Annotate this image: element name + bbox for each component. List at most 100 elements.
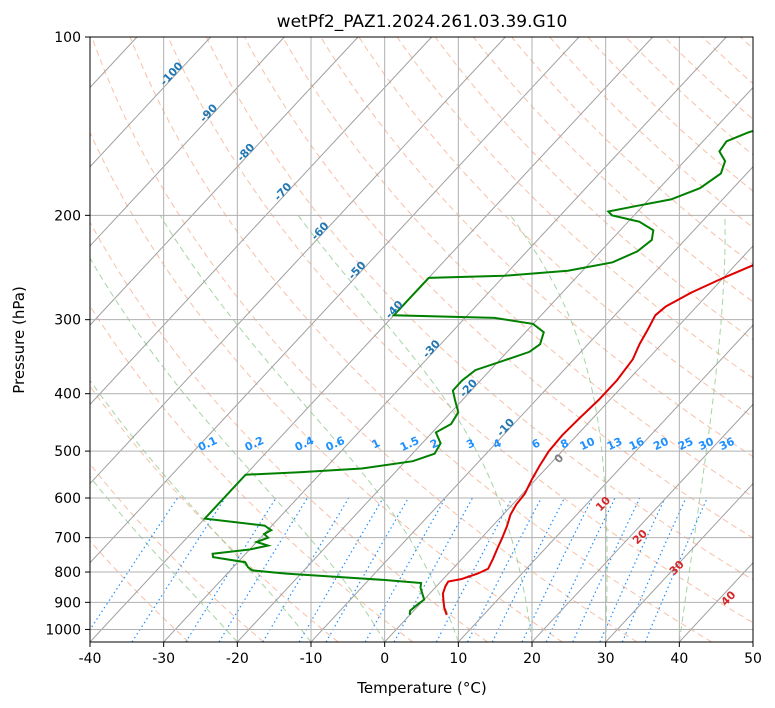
y-tick-label: 300 xyxy=(54,313,81,329)
isotherm-label: -10 xyxy=(494,416,517,440)
x-tick-label: 40 xyxy=(670,651,688,667)
dry-adiabat-line xyxy=(244,37,753,539)
mixing-ratio-line xyxy=(599,497,666,642)
dry-adiabat-line xyxy=(129,37,712,642)
mixing-ratio-line xyxy=(621,497,687,642)
dry-adiabat-line xyxy=(473,37,753,303)
y-tick-label: 600 xyxy=(54,491,81,507)
dewpoint-profile-line xyxy=(202,129,753,615)
dry-adiabat-line xyxy=(90,463,264,642)
moist-adiabat-line xyxy=(90,476,238,642)
mixing-ratio-line xyxy=(185,497,277,642)
dry-adiabat-line xyxy=(282,37,753,498)
moist-adiabat-label: 40 xyxy=(718,588,738,608)
isotherm-line xyxy=(90,37,654,642)
y-tick-label: 500 xyxy=(54,444,81,460)
isotherm-line xyxy=(384,245,753,642)
isotherm-label: -20 xyxy=(457,376,480,400)
y-tick-label: 400 xyxy=(54,387,81,403)
dry-adiabat-line xyxy=(90,131,563,642)
isotherm-line xyxy=(531,403,753,642)
dry-adiabat-line xyxy=(701,37,753,85)
isotherm-line xyxy=(236,86,753,642)
isotherm-line xyxy=(90,37,506,485)
isotherm-line xyxy=(457,324,753,642)
mixing-ratio-line xyxy=(435,497,513,642)
isotherm-label: -60 xyxy=(309,219,332,243)
x-tick-label: 50 xyxy=(744,651,762,667)
dry-adiabat-line xyxy=(91,37,638,642)
background-lines xyxy=(90,37,753,642)
chart-title: wetPf2_PAZ1.2024.261.03.39.G10 xyxy=(277,12,568,32)
x-tick-label: -30 xyxy=(152,651,175,667)
mixing-ratio-label: 36 xyxy=(717,435,737,453)
mixing-ratio-line xyxy=(262,497,350,642)
isotherm-label: -40 xyxy=(383,298,406,322)
mixing-ratio-line xyxy=(521,497,593,642)
mixing-ratio-line xyxy=(298,497,384,642)
x-tick-label: 30 xyxy=(597,651,615,667)
moist-adiabat-line xyxy=(90,379,312,642)
mixing-ratio-label: 20 xyxy=(651,435,671,453)
mixing-ratio-line xyxy=(325,497,409,642)
isotherm-line xyxy=(605,482,753,642)
mixing-ratio-line xyxy=(491,497,565,642)
moist-adiabat-label: 10 xyxy=(593,494,613,514)
y-axis-title: Pressure (hPa) xyxy=(10,286,28,394)
moist-adiabat-line xyxy=(509,215,608,642)
isotherm-label: -70 xyxy=(271,180,294,204)
dry-adiabat-line xyxy=(396,37,753,379)
y-tick-label: 200 xyxy=(54,208,81,224)
mixing-ratio-line xyxy=(131,497,226,642)
dry-adiabat-line xyxy=(90,221,488,642)
isotherm-line xyxy=(752,641,753,642)
isotherm-line xyxy=(678,562,753,642)
x-tick-label: -10 xyxy=(300,651,323,667)
isotherm-line xyxy=(310,165,753,642)
moist-adiabat-line xyxy=(90,257,386,642)
isotherm-label: -50 xyxy=(346,258,369,282)
x-tick-label: -40 xyxy=(79,651,102,667)
dry-adiabat-line xyxy=(167,37,753,624)
mixing-ratio-label: 30 xyxy=(697,435,717,453)
isotherm-line xyxy=(90,37,359,326)
isotherm-line xyxy=(90,37,580,564)
isotherm-label: -100 xyxy=(157,59,185,88)
mixing-ratio-label: 16 xyxy=(627,435,647,453)
isotherm-label: -30 xyxy=(420,337,443,361)
mixing-ratio-line xyxy=(572,497,641,642)
dry-adiabat-line xyxy=(740,37,753,50)
y-tick-label: 800 xyxy=(54,565,81,581)
dry-adiabat-line xyxy=(434,37,753,341)
grid-lines xyxy=(90,37,753,642)
mixing-ratio-line xyxy=(545,497,616,642)
isotherm-line xyxy=(90,37,212,168)
x-tick-label: 10 xyxy=(449,651,467,667)
isotherm-line xyxy=(90,37,433,406)
mixing-ratio-label: 25 xyxy=(676,435,695,453)
plot-frame xyxy=(89,36,754,643)
moist-adiabat-label: 30 xyxy=(667,558,687,578)
x-axis-ticks: -40 -30 -20 -10 0 10 20 30 40 50 xyxy=(79,642,762,667)
dry-adiabat-line xyxy=(205,37,753,581)
moist-adiabat-line xyxy=(159,215,459,642)
y-tick-label: 100 xyxy=(54,30,81,46)
dry-adiabat-line xyxy=(90,385,339,642)
dry-adiabat-line xyxy=(320,37,753,458)
x-tick-label: 20 xyxy=(523,651,541,667)
mixing-ratio-line xyxy=(90,497,178,631)
y-axis-ticks: 100 200 300 400 500 600 700 800 900 1000 xyxy=(45,30,90,638)
moist-adiabat-line xyxy=(678,215,726,642)
temperature-profile-line xyxy=(441,264,753,616)
y-tick-label: 900 xyxy=(54,595,81,611)
isotherm-line xyxy=(90,37,285,247)
mixing-ratio-label: 13 xyxy=(605,435,624,453)
dry-adiabat-line xyxy=(90,540,190,642)
isotherm-label: -90 xyxy=(197,101,220,125)
x-axis-title: Temperature (°C) xyxy=(356,679,486,697)
x-tick-label: -20 xyxy=(226,651,249,667)
x-tick-label: 0 xyxy=(380,651,389,667)
y-tick-label: 1000 xyxy=(45,622,81,638)
y-tick-label: 700 xyxy=(54,531,81,547)
